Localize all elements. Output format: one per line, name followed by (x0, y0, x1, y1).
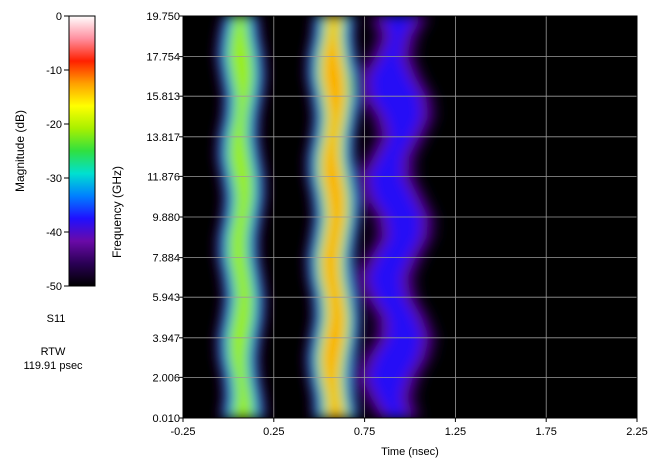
x-axis-label: Time (nsec) (381, 446, 439, 458)
colorbar-tick-label: -50 (46, 281, 62, 293)
y-tick-label: 0.010 (152, 413, 180, 425)
x-tick-label: 1.25 (445, 426, 466, 438)
y-tick-label: 9.880 (152, 212, 180, 224)
y-tick-label: 19.750 (146, 11, 180, 23)
colorbar-ticks: 0 -10 -20 -30 -40 -50 (46, 11, 69, 293)
colorbar-tick-label: -30 (46, 173, 62, 185)
window-value: 119.91 psec (23, 360, 83, 372)
window-label: RTW (40, 346, 66, 358)
y-tick-label: 3.947 (152, 333, 180, 345)
colorbar (68, 15, 96, 287)
y-tick-label: 5.943 (152, 292, 180, 304)
y-tick-label: 7.884 (152, 253, 180, 265)
x-tick-label: 2.25 (626, 426, 647, 438)
x-tick-label: 1.75 (535, 426, 556, 438)
colorbar-tick-label: -40 (46, 227, 62, 239)
trace-name: S11 (46, 313, 66, 325)
x-tick-label: 0.25 (263, 426, 284, 438)
y-tick-label: 15.813 (146, 91, 180, 103)
x-ticks: -0.25 0.25 0.75 1.25 1.75 2.25 (170, 418, 648, 438)
y-tick-label: 17.754 (146, 52, 180, 64)
y-axis-label: Frequency (GHz) (110, 166, 124, 258)
x-tick-label: 0.75 (354, 426, 375, 438)
colorbar-tick-label: -20 (46, 119, 62, 131)
y-tick-label: 13.817 (146, 132, 180, 144)
y-tick-label: 11.876 (147, 171, 180, 183)
x-tick-label: -0.25 (170, 426, 195, 438)
colorbar-label: Magnitude (dB) (13, 110, 27, 192)
y-tick-label: 2.006 (152, 372, 180, 384)
y-ticks: 0.010 2.006 3.947 5.943 7.884 9.880 11.876 13.8… (146, 11, 183, 425)
colorbar-tick-label: 0 (56, 11, 62, 23)
colorbar-tick-label: -10 (46, 65, 62, 77)
